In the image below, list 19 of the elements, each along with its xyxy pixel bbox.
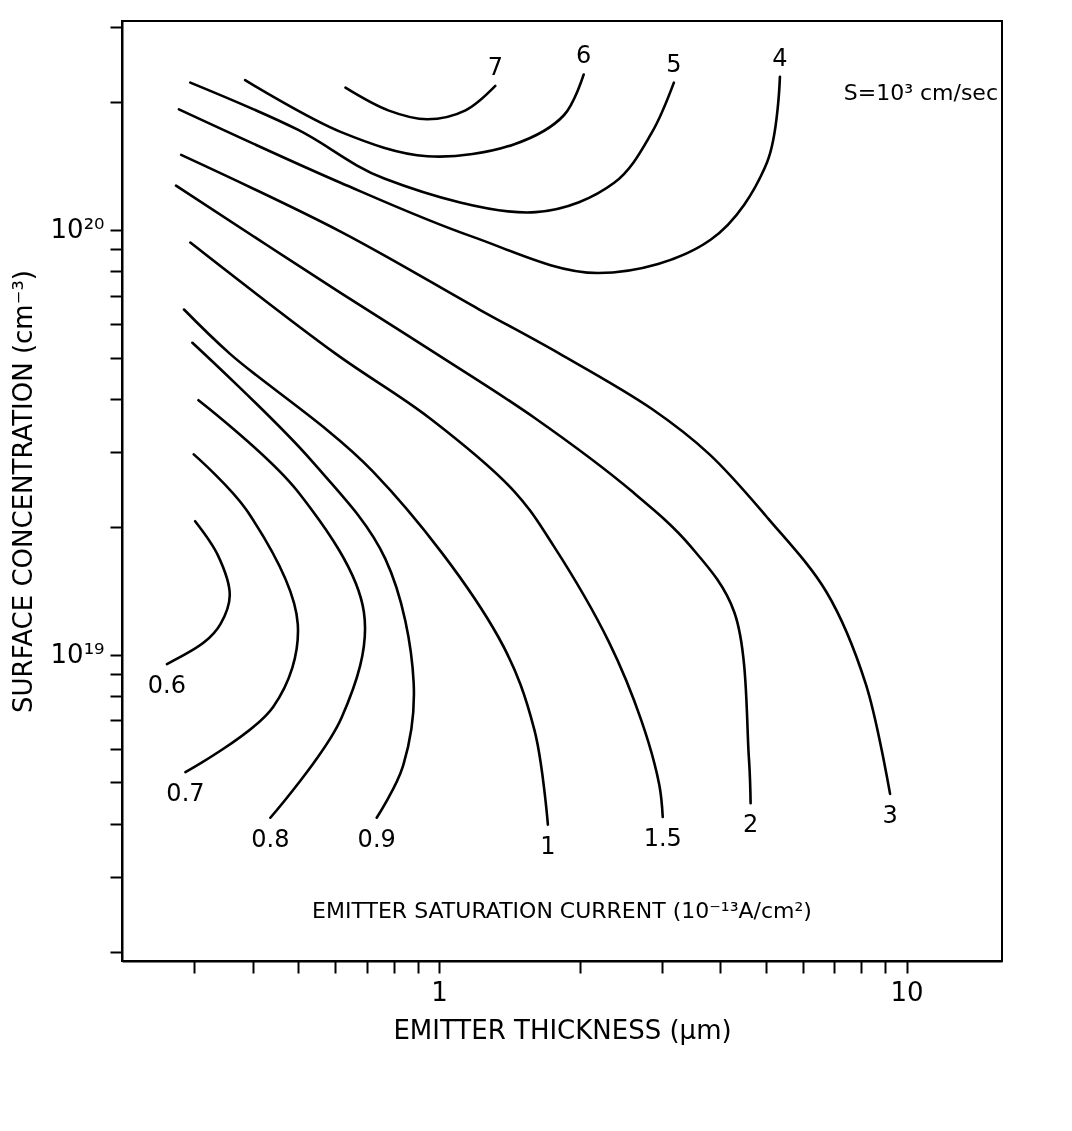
- y-axis-title: SURFACE CONCENTRATION (cm⁻³): [7, 270, 38, 713]
- series-label: 0.8: [251, 824, 290, 853]
- series-label: 6: [576, 41, 592, 70]
- x-axis-title: EMITTER THICKNESS (μm): [393, 1014, 732, 1045]
- series-label: 0.9: [357, 824, 396, 853]
- series-label: 0.7: [166, 779, 205, 808]
- series-label: 3: [882, 800, 898, 829]
- annotation: S=10³ cm/sec: [843, 80, 998, 105]
- series-label: 7: [487, 52, 503, 81]
- x-tick-label: 10: [890, 976, 924, 1007]
- y-tick-label: 10²⁰: [50, 214, 105, 245]
- series-label: 5: [666, 49, 682, 78]
- series-label: 0.6: [147, 671, 187, 700]
- series-label: 1.5: [643, 823, 682, 852]
- y-tick-label: 10¹⁹: [50, 639, 105, 670]
- series-label: 2: [742, 810, 759, 839]
- annotation: EMITTER SATURATION CURRENT (10⁻¹³A/cm²): [312, 898, 812, 923]
- series-label: 1: [540, 831, 556, 860]
- series-label: 4: [772, 43, 788, 72]
